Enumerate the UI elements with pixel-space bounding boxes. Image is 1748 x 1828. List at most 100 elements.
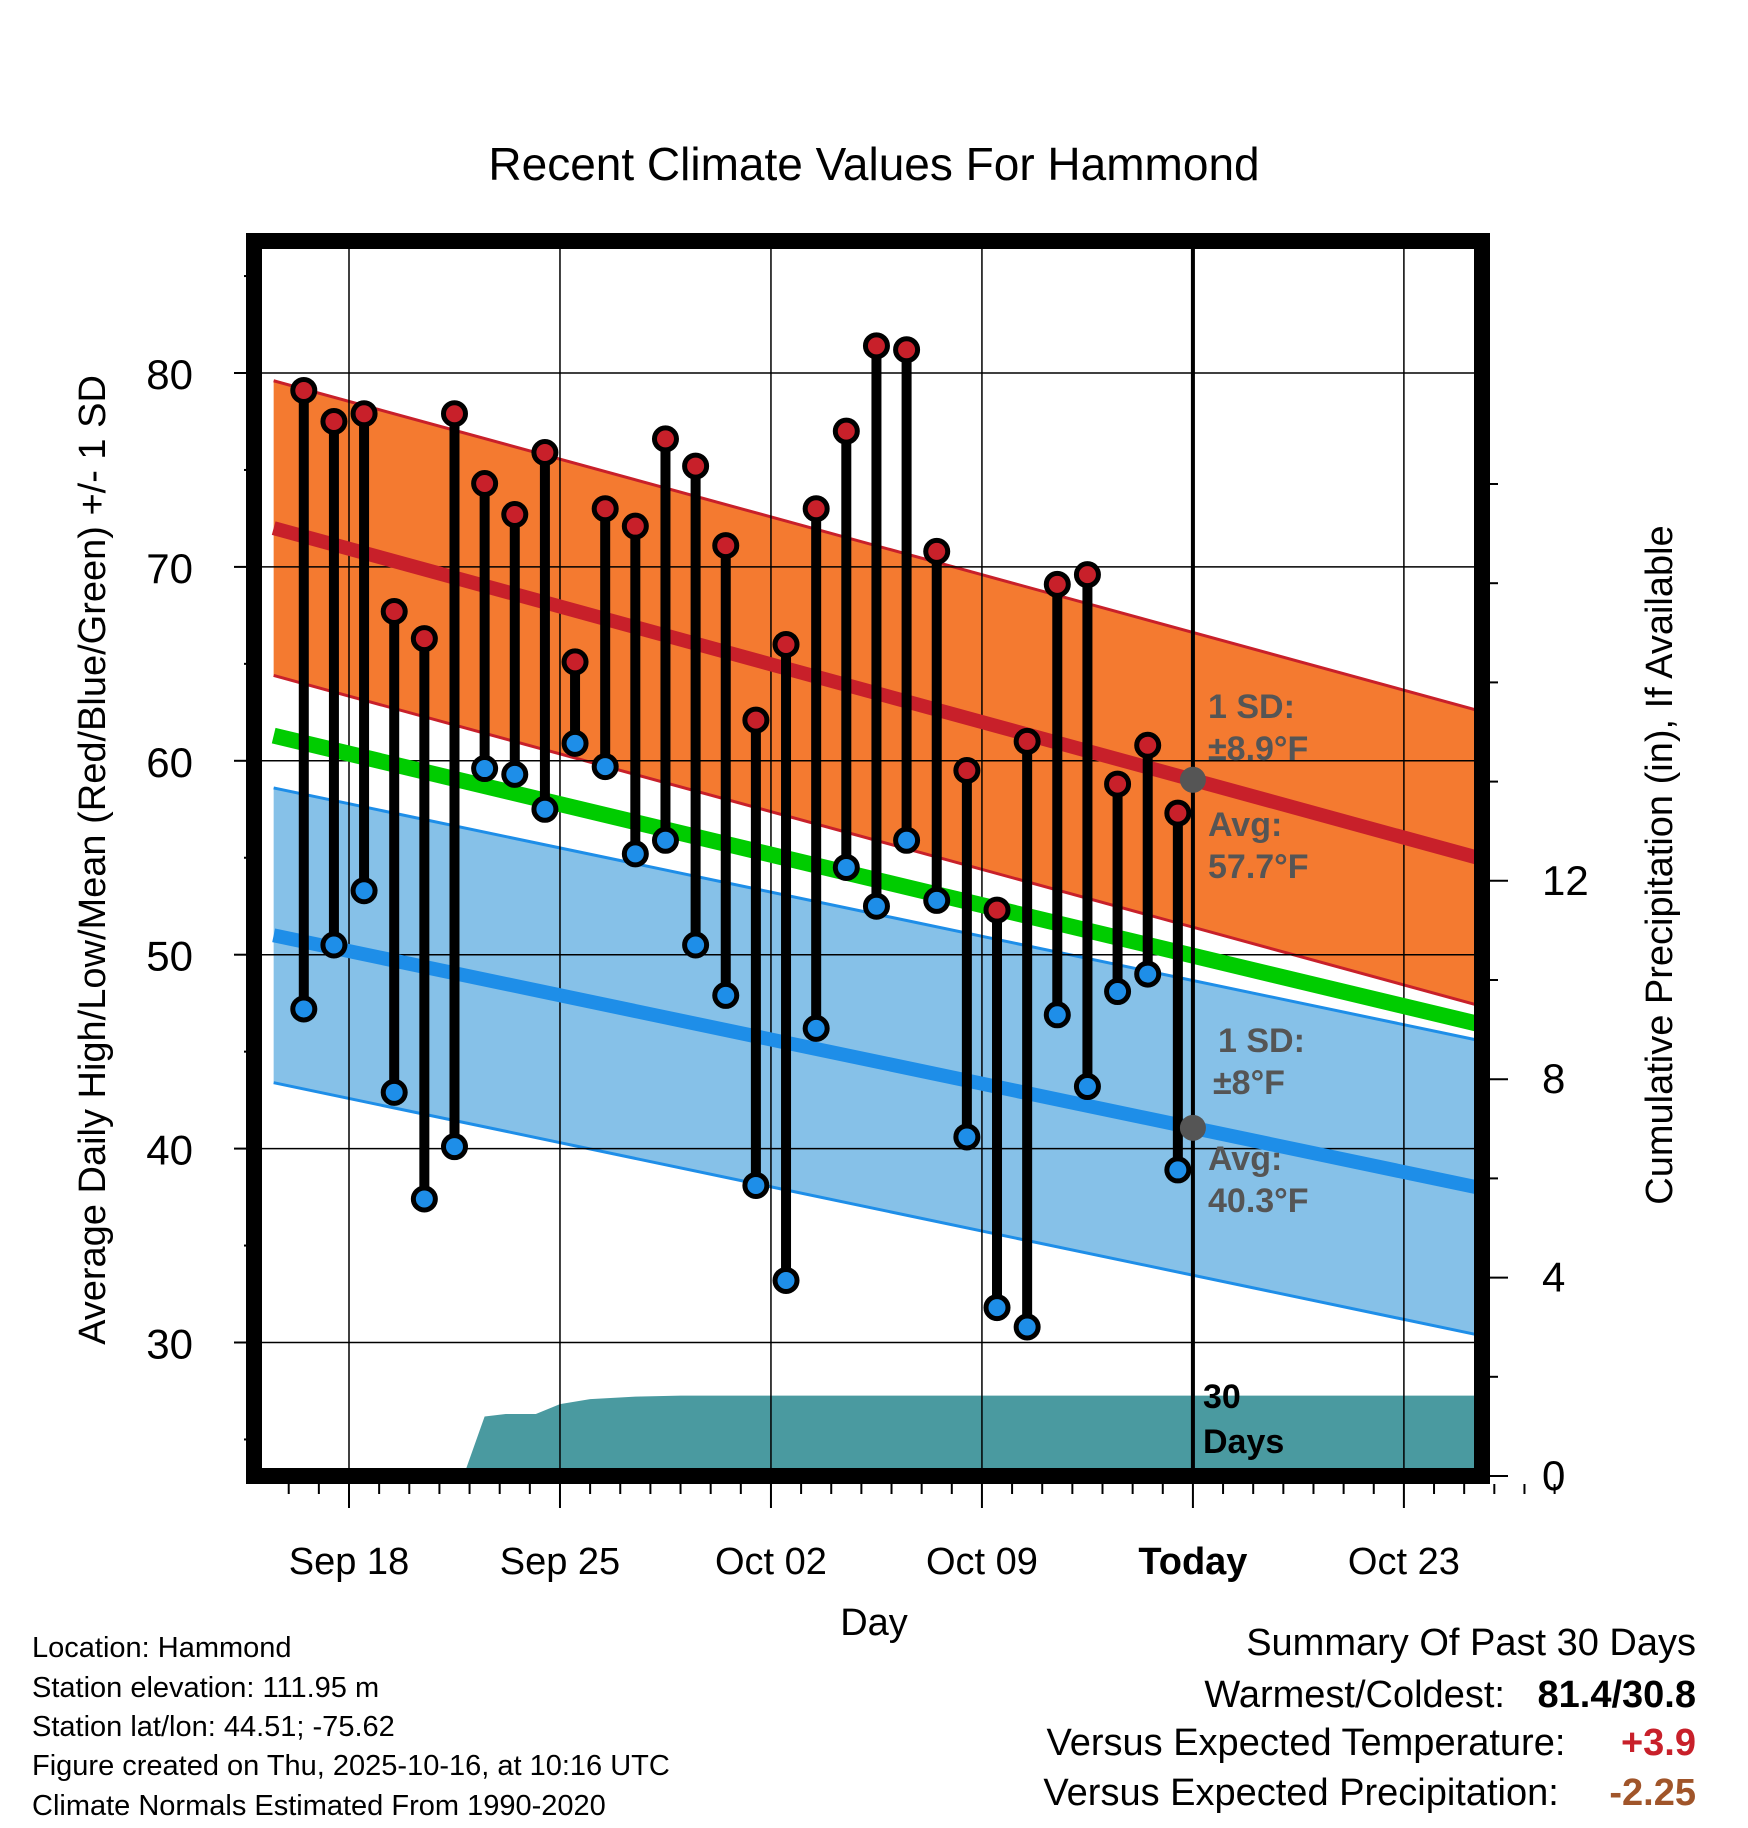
- daily-high-point: [501, 501, 529, 529]
- summary-precip-label: Versus Expected Precipitation:: [1043, 1772, 1559, 1814]
- daily-low-point: [1013, 1313, 1041, 1341]
- x-tick-label: Oct 09: [926, 1541, 1038, 1583]
- daily-low-point: [290, 995, 318, 1023]
- plot-area: 1 SD: ±8.9°F Avg: 57.7°F 1 SD: ±8°F Avg: 40.3°F…: [146, 233, 1589, 1583]
- summary-precip: Versus Expected Precipitation: -2.25: [1043, 1772, 1696, 1815]
- daily-low-point: [862, 892, 890, 920]
- daily-high-point: [440, 400, 468, 428]
- y-tick-label: 50: [146, 933, 193, 980]
- daily-low-point: [1104, 978, 1132, 1006]
- summary-temp: Versus Expected Temperature: +3.9: [1046, 1722, 1696, 1765]
- daily-low-point: [893, 826, 921, 854]
- daily-high-point: [1104, 770, 1132, 798]
- daily-high-point: [320, 407, 348, 435]
- daily-low-point: [651, 826, 679, 854]
- high-avg-line: [271, 521, 1476, 865]
- y2-tick-label: 8: [1542, 1055, 1565, 1102]
- precipitation-area: [465, 1395, 1476, 1470]
- daily-high-point: [772, 630, 800, 658]
- daily-low-point: [983, 1294, 1011, 1322]
- summary-extremes-value: 81.4/30.8: [1537, 1674, 1696, 1716]
- daily-high-point: [350, 400, 378, 428]
- y2-tick-label: 12: [1542, 857, 1589, 904]
- high-sd-value: ±8.9°F: [1208, 730, 1308, 768]
- daily-high-point: [621, 512, 649, 540]
- daily-high-point: [953, 756, 981, 784]
- daily-high-point: [802, 495, 830, 523]
- info-elevation: Station elevation: 111.95 m: [32, 1672, 380, 1704]
- daily-low-point: [772, 1266, 800, 1294]
- x-tick-label: Oct 02: [715, 1541, 827, 1583]
- summary-title: Summary Of Past 30 Days: [1246, 1622, 1696, 1664]
- daily-low-point: [742, 1171, 770, 1199]
- daily-low-point: [682, 931, 710, 959]
- daily-low-point: [1073, 1073, 1101, 1101]
- high-sd-band-lower-edge: [273, 674, 1476, 1007]
- plot-content: 1 SD: ±8.9°F Avg: 57.7°F 1 SD: ±8°F Avg: 40.3°F…: [260, 247, 1476, 1470]
- daily-low-point: [953, 1123, 981, 1151]
- daily-low-point: [320, 931, 348, 959]
- daily-low-point: [501, 760, 529, 788]
- info-normals: Climate Normals Estimated From 1990-2020: [32, 1790, 606, 1822]
- daily-low-point: [440, 1133, 468, 1161]
- x-tick-label: Sep 18: [289, 1541, 409, 1583]
- high-sd-label: 1 SD:: [1208, 688, 1295, 726]
- daily-high-point: [410, 625, 438, 653]
- x-tick-label: Today: [1138, 1541, 1247, 1583]
- y-tick-label: 30: [146, 1321, 193, 1368]
- x-axis-label: Day: [840, 1602, 908, 1644]
- y-axis-label: Average Daily High/Low/Mean (Red/Blue/Gr…: [72, 375, 114, 1345]
- high-avg-label: Avg:: [1208, 806, 1282, 844]
- daily-high-point: [832, 417, 860, 445]
- daily-low-point: [923, 886, 951, 914]
- y2-axis-label: Cumulative Precipitation (in), If Availa…: [1639, 525, 1681, 1204]
- daily-high-point: [531, 438, 559, 466]
- low-avg-value: 40.3°F: [1208, 1182, 1309, 1220]
- daily-high-point: [1013, 727, 1041, 755]
- y-tick-label: 80: [146, 351, 193, 398]
- daily-high-point: [682, 452, 710, 480]
- daily-low-point: [1043, 1001, 1071, 1029]
- y-tick-label: 40: [146, 1127, 193, 1174]
- days-label-number: 30: [1203, 1378, 1241, 1416]
- daily-low-point: [802, 1014, 830, 1042]
- info-location: Location: Hammond: [32, 1632, 292, 1664]
- low-sd-band-upper-edge: [273, 786, 1476, 1042]
- today-high-avg-marker: [1179, 766, 1206, 793]
- today-low-avg-marker: [1179, 1114, 1206, 1141]
- days-label-word: Days: [1203, 1423, 1284, 1461]
- daily-low-point: [531, 795, 559, 823]
- info-latlon: Station lat/lon: 44.51; -75.62: [32, 1711, 395, 1743]
- y-tick-label: 70: [146, 545, 193, 592]
- high-sd-band-upper-edge: [273, 379, 1476, 712]
- summary-precip-value: -2.25: [1609, 1772, 1696, 1814]
- daily-low-point: [621, 840, 649, 868]
- daily-high-point: [893, 336, 921, 364]
- daily-low-point: [471, 755, 499, 783]
- daily-low-point: [1134, 960, 1162, 988]
- plot-frame: [246, 233, 1490, 1484]
- daily-high-point: [591, 495, 619, 523]
- daily-high-point: [742, 706, 770, 734]
- daily-low-point: [1164, 1156, 1192, 1184]
- daily-high-point: [651, 425, 679, 453]
- daily-low-point: [561, 729, 589, 757]
- low-sd-value: ±8°F: [1213, 1064, 1285, 1102]
- daily-low-point: [832, 853, 860, 881]
- info-created: Figure created on Thu, 2025-10-16, at 10…: [32, 1750, 670, 1782]
- daily-high-point: [983, 896, 1011, 924]
- daily-high-point: [471, 470, 499, 498]
- daily-high-point: [862, 332, 890, 360]
- daily-low-point: [350, 877, 378, 905]
- y-tick-label: 60: [146, 739, 193, 786]
- daily-high-point: [561, 648, 589, 676]
- summary-extremes-label: Warmest/Coldest:: [1204, 1674, 1505, 1716]
- y2-tick-label: 0: [1542, 1452, 1565, 1499]
- low-sd-label: 1 SD:: [1218, 1022, 1305, 1060]
- daily-high-point: [1164, 799, 1192, 827]
- summary-temp-label: Versus Expected Temperature:: [1046, 1722, 1566, 1764]
- daily-low-point: [410, 1185, 438, 1213]
- mean-avg-line: [271, 727, 1476, 1032]
- daily-high-point: [923, 537, 951, 565]
